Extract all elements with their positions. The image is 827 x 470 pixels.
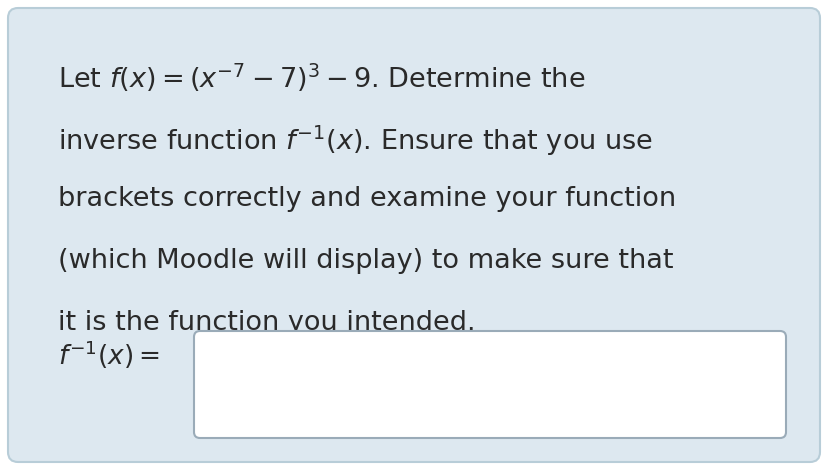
- Text: Let $f(x) = (x^{-7} - 7)^3 - 9$. Determine the: Let $f(x) = (x^{-7} - 7)^3 - 9$. Determi…: [58, 62, 585, 94]
- FancyBboxPatch shape: [8, 8, 819, 462]
- FancyBboxPatch shape: [194, 331, 785, 438]
- Text: $f^{-1}(x) =$: $f^{-1}(x) =$: [58, 339, 160, 371]
- Text: inverse function $f^{-1}(x)$. Ensure that you use: inverse function $f^{-1}(x)$. Ensure tha…: [58, 124, 653, 158]
- Text: brackets correctly and examine your function: brackets correctly and examine your func…: [58, 186, 676, 212]
- Text: (which Moodle will display) to make sure that: (which Moodle will display) to make sure…: [58, 248, 672, 274]
- Text: it is the function you intended.: it is the function you intended.: [58, 310, 475, 336]
